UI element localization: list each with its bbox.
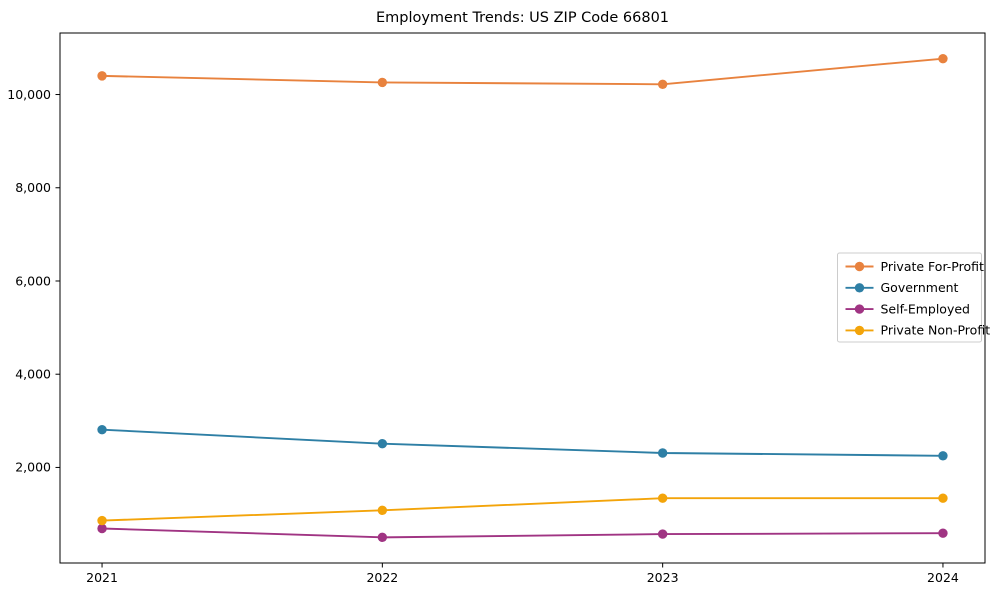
series-marker-government: [97, 424, 107, 435]
legend: Private For-Profit Government Self-Employe…: [837, 252, 991, 343]
y-tick-label: 8,000: [15, 180, 51, 195]
series-marker-self-employed: [657, 529, 668, 539]
series-marker-self-employed: [377, 532, 388, 543]
series-marker-government: [657, 448, 668, 458]
series-marker-private-for-profit: [97, 71, 107, 81]
chart-title: Employment Trends: US ZIP Code 66801: [375, 10, 670, 26]
series-line-private-for-profit: [102, 57, 944, 86]
series-marker-private-non-profit: [657, 493, 668, 503]
x-tick-label: 2022: [366, 570, 398, 585]
legend-entry-self-employed: Self-Employed: [845, 301, 970, 316]
series-line-private-non-profit: [102, 497, 943, 522]
legend-entry-government: Government: [845, 280, 959, 295]
legend-entry-private-non-profit: Private Non-Profit: [845, 323, 991, 338]
series-marker-government: [377, 438, 388, 449]
series-marker-private-for-profit: [657, 79, 668, 89]
plot-border: [59, 32, 986, 564]
legend-marker: [854, 304, 865, 314]
series-line-government: [101, 428, 943, 457]
series-line-self-employed: [102, 527, 943, 539]
x-tick-label: 2024: [927, 570, 959, 585]
legend-entry-private-for-profit: Private For-Profit: [845, 259, 984, 274]
series-marker-private-for-profit: [938, 53, 948, 64]
x-tick-label: 2023: [647, 570, 679, 585]
y-tick-label: 6,000: [15, 273, 51, 288]
legend-label: Private Non-Profit: [881, 323, 991, 338]
legend-box: [837, 252, 982, 343]
series-marker-private-non-profit: [938, 493, 948, 503]
legend-label: Government: [881, 280, 959, 295]
series-marker-self-employed: [97, 523, 107, 534]
legend-label: Private For-Profit: [881, 259, 984, 274]
x-tick-label: 2021: [86, 570, 118, 585]
legend-marker: [854, 283, 865, 293]
series-marker-self-employed: [938, 528, 948, 538]
y-tick-label: 4,000: [15, 367, 51, 382]
series-marker-private-non-profit: [97, 515, 107, 526]
series-marker-private-for-profit: [377, 77, 388, 88]
series-marker-private-non-profit: [377, 505, 388, 516]
series-marker-government: [938, 451, 948, 461]
legend-marker: [854, 261, 865, 272]
legend-label: Self-Employed: [881, 301, 970, 316]
y-tick-label: 2,000: [15, 460, 51, 475]
legend-marker: [854, 325, 865, 336]
y-tick-label: 10,000: [7, 87, 51, 102]
